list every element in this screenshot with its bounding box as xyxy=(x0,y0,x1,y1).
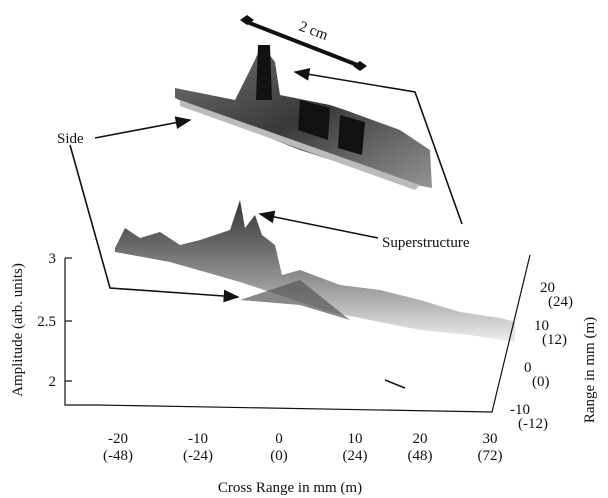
amplitude-axis-title: Amplitude (arb. units) xyxy=(10,263,26,397)
cross-range-tick-label: 0 xyxy=(275,431,283,447)
range-tick-label: (-12) xyxy=(518,416,548,432)
amplitude-tick-label: 2.5 xyxy=(37,314,56,330)
range-tick-label: 20 xyxy=(540,280,555,296)
superstructure-arrow-upper xyxy=(293,68,463,225)
cross-range-axis-title: Cross Range in mm (m) xyxy=(218,480,362,496)
cross-range-tick-label: (24) xyxy=(343,448,368,464)
range-tick-label: 10 xyxy=(534,318,549,334)
side-arrow xyxy=(94,116,192,139)
superstructure-arrow xyxy=(258,210,379,239)
scale-label: 2 cm xyxy=(297,19,331,44)
cross-range-tick-label: -10 xyxy=(188,431,208,447)
cross-range-tick-label: (-24) xyxy=(183,448,213,464)
cross-range-tick-label: 10 xyxy=(348,431,363,447)
amplitude-tick-label: 3 xyxy=(49,251,57,267)
cross-range-tick-label: (-48) xyxy=(103,448,133,464)
side-label: Side xyxy=(57,131,84,147)
cross-range-tick-label: (72) xyxy=(478,448,503,464)
cross-range-tick-label: (0) xyxy=(270,448,288,464)
surface xyxy=(115,200,515,389)
ship-photo xyxy=(175,45,432,190)
range-tick-label: (12) xyxy=(542,332,567,348)
cross-range-tick-label: -20 xyxy=(108,431,128,447)
range-tick-label: -10 xyxy=(510,402,530,418)
range-tick-label: 0 xyxy=(524,360,532,376)
side-arrow-lower xyxy=(69,144,240,303)
amplitude-tick-label: 2 xyxy=(49,374,57,390)
cross-range-tick-label: 20 xyxy=(413,431,428,447)
superstructure-label: Superstructure xyxy=(382,235,470,251)
range-tick-label: (0) xyxy=(532,374,550,390)
cross-range-tick-label: (48) xyxy=(408,448,433,464)
tick-labels: 32.52-20(-48)-10(-24)0(0)10(24)20(48)30(… xyxy=(37,251,573,464)
cross-range-tick-label: 30 xyxy=(483,431,498,447)
range-tick-label: (24) xyxy=(548,294,573,310)
range-axis-title: Range in mm (m) xyxy=(582,317,598,423)
axes xyxy=(64,254,531,413)
